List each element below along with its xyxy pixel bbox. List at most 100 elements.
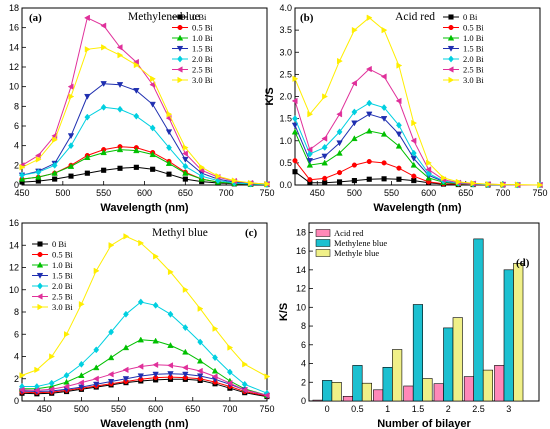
data-point bbox=[122, 344, 130, 351]
x-tick-label: 450 bbox=[310, 188, 325, 198]
data-point bbox=[67, 83, 74, 90]
data-point bbox=[307, 110, 314, 118]
data-point bbox=[68, 142, 74, 150]
bar bbox=[361, 382, 373, 402]
data-point bbox=[395, 131, 403, 138]
data-point bbox=[152, 301, 159, 309]
data-point bbox=[152, 371, 159, 378]
data-point bbox=[108, 242, 115, 249]
legend-marker bbox=[36, 261, 44, 268]
legend-label: 3.0 Bi bbox=[463, 75, 484, 85]
data-point bbox=[117, 165, 123, 171]
data-point bbox=[149, 151, 156, 158]
series-3.0-Bi bbox=[19, 233, 271, 380]
data-point bbox=[365, 65, 372, 73]
data-point bbox=[35, 152, 41, 159]
series-line bbox=[21, 17, 268, 185]
series-line bbox=[21, 149, 268, 185]
data-point bbox=[182, 176, 188, 182]
legend-label: 1.0 Bi bbox=[463, 33, 484, 43]
data-point bbox=[455, 178, 462, 186]
y-tick-label: 0.5 bbox=[279, 158, 292, 168]
data-point bbox=[84, 46, 91, 53]
legend-label: 0.5 Bi bbox=[463, 23, 484, 33]
data-point bbox=[410, 137, 417, 144]
series-line bbox=[294, 102, 540, 186]
data-point bbox=[426, 159, 432, 167]
data-point bbox=[291, 122, 299, 129]
legend: 0 Bi0.5 Bi1.0 Bi1.5 Bi2.0 Bi2.5 Bi3.0 Bi bbox=[32, 239, 73, 312]
y-tick-label: 14 bbox=[9, 240, 19, 250]
panel-c: 0 2 4 6 8 10 12 14 16 450 500 550 600 650 700 750 0 Bi0.… bbox=[0, 218, 275, 429]
panel-a: 0 2 4 6 8 10 12 14 16 18 450 500 550 600 650 700 750 0 Bi… bbox=[0, 3, 275, 214]
legend-swatch bbox=[315, 239, 331, 247]
data-point bbox=[336, 149, 343, 156]
bar bbox=[392, 349, 403, 402]
data-point bbox=[48, 379, 55, 387]
data-point bbox=[227, 344, 234, 351]
data-point bbox=[321, 143, 328, 151]
data-point bbox=[351, 26, 358, 34]
data-point bbox=[138, 239, 145, 247]
data-point bbox=[18, 386, 25, 394]
data-point bbox=[322, 175, 328, 181]
data-point bbox=[51, 161, 58, 169]
legend-label: 1.0 Bi bbox=[52, 260, 73, 270]
legend-marker bbox=[37, 241, 43, 247]
data-point bbox=[292, 169, 298, 175]
data-point bbox=[63, 383, 70, 390]
data-point bbox=[67, 162, 75, 169]
x-tick-label: 750 bbox=[259, 404, 274, 414]
series-line bbox=[21, 166, 268, 185]
bar bbox=[443, 327, 454, 402]
y-tick-label: 16 bbox=[9, 23, 19, 33]
data-point bbox=[292, 115, 298, 123]
data-point bbox=[78, 384, 85, 391]
legend-marker bbox=[37, 282, 43, 290]
data-point bbox=[366, 127, 373, 134]
bar bbox=[452, 317, 463, 402]
data-point bbox=[351, 120, 358, 127]
data-point bbox=[153, 253, 159, 260]
y-tick-label: 1.0 bbox=[279, 136, 292, 146]
legend-marker bbox=[177, 76, 184, 84]
data-point bbox=[182, 150, 188, 157]
panel-title: Acid red bbox=[395, 11, 435, 23]
data-point bbox=[182, 324, 189, 332]
data-point bbox=[101, 167, 107, 173]
x-tick-label: 700 bbox=[219, 188, 234, 198]
panel-label: (b) bbox=[300, 12, 314, 24]
y-axis-label: K/S bbox=[278, 303, 290, 321]
data-point bbox=[182, 371, 189, 378]
data-point bbox=[425, 170, 432, 177]
data-point bbox=[133, 164, 139, 170]
data-point bbox=[197, 338, 204, 346]
series-3.0-Bi bbox=[19, 44, 271, 188]
y-tick-label: 8 bbox=[301, 321, 306, 331]
data-point bbox=[116, 44, 123, 51]
data-point bbox=[410, 161, 418, 168]
y-tick-label: 2.5 bbox=[279, 69, 292, 79]
bar bbox=[312, 399, 323, 402]
data-point bbox=[93, 364, 100, 371]
data-point bbox=[108, 328, 115, 336]
data-point bbox=[107, 354, 115, 361]
y-tick-label: 10 bbox=[296, 302, 306, 312]
x-tick-label: 600 bbox=[137, 188, 152, 198]
data-point bbox=[34, 366, 41, 374]
panel-label: (a) bbox=[29, 12, 42, 24]
legend-label: 0.5 Bi bbox=[52, 250, 73, 260]
y-tick-label: 4.0 bbox=[279, 3, 292, 13]
data-point bbox=[107, 371, 114, 378]
panel-label: (c) bbox=[245, 227, 258, 239]
data-point bbox=[84, 113, 91, 121]
data-point bbox=[165, 129, 173, 136]
data-point bbox=[292, 158, 298, 164]
data-point bbox=[18, 175, 26, 182]
y-tick-label: 2 bbox=[14, 160, 19, 170]
legend-swatch bbox=[315, 249, 331, 257]
x-tick-label: 3 bbox=[506, 404, 511, 414]
y-tick-label: 6 bbox=[14, 121, 19, 131]
bar bbox=[473, 238, 484, 402]
